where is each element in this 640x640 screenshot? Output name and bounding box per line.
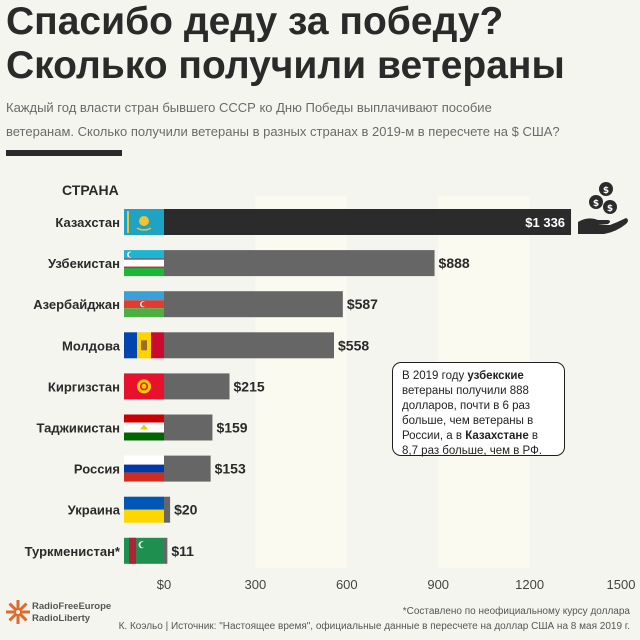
category-label: Узбекистан	[48, 256, 120, 271]
category-label: Казахстан	[55, 215, 120, 230]
bar-row: Киргизстан $215	[48, 373, 265, 400]
value-label: $215	[234, 378, 265, 394]
x-axis-ticks: $0 300 600 900 1200 1500	[157, 577, 636, 592]
category-label: Россия	[74, 462, 120, 477]
annotation-box: В 2019 году узбекские ветераны получили …	[392, 362, 565, 457]
subtitle-line-2: ветеранам. Сколько получили ветераны в р…	[6, 124, 560, 139]
value-label: $558	[338, 337, 369, 353]
flag-tm-icon	[124, 537, 164, 564]
rfe-logo: RadioFreeEurope RadioLiberty	[6, 598, 126, 634]
flag-kz-icon	[124, 209, 164, 235]
value-label: $11	[171, 543, 194, 559]
bar-row: Азербайджан $587	[33, 291, 378, 318]
svg-text:$: $	[607, 204, 613, 214]
value-label: $587	[347, 296, 378, 312]
value-label: $1 336	[525, 215, 565, 230]
value-label: $159	[216, 420, 247, 436]
bar	[164, 414, 213, 441]
page-title-line-2: Сколько получили ветераны	[6, 44, 565, 87]
category-label: Таджикистан	[37, 421, 120, 436]
category-axis-label: СТРАНА	[62, 182, 119, 198]
flag-uz-icon	[124, 250, 164, 277]
x-tick-label: 1500	[607, 577, 636, 592]
money-hand-icon: $ $ $	[578, 182, 628, 234]
category-label: Азербайджан	[33, 297, 120, 312]
bar-row: Украина $20	[68, 496, 198, 523]
value-label: $20	[174, 502, 198, 518]
subtitle-line-1: Каждый год власти стран бывшего СССР ко …	[6, 100, 492, 115]
logo-line-1: RadioFreeEurope	[32, 601, 112, 612]
x-tick-label: $0	[157, 577, 171, 592]
title-rule	[6, 150, 122, 156]
bar-row: Таджикистан $159	[37, 414, 248, 441]
footnote: *Составлено по неофициальному курсу долл…	[402, 606, 630, 617]
value-label: $153	[215, 461, 246, 477]
bar-row: Туркменистан* $11	[25, 537, 194, 564]
svg-text:$: $	[603, 186, 609, 196]
bar	[164, 537, 168, 564]
flag-tj-icon	[124, 414, 164, 441]
bar-chart: СТРАНА Казахстан $1 336 Узбекистан $888 Азер…	[25, 182, 636, 592]
flag-ru-icon	[124, 455, 164, 482]
bar	[164, 250, 435, 277]
category-label: Киргизстан	[48, 379, 120, 394]
bar-rows: Казахстан $1 336 Узбекистан $888 Азербайджан…	[25, 209, 572, 564]
flag-md-icon	[124, 332, 164, 359]
flag-az-icon	[124, 291, 164, 318]
bar	[164, 209, 572, 235]
bar	[164, 332, 335, 359]
logo-line-2: RadioLiberty	[32, 613, 91, 624]
bar-row: Молдова $558	[62, 332, 369, 359]
bar	[164, 291, 343, 318]
svg-text:$: $	[593, 199, 599, 209]
page-title-line-1: Спасибо деду за победу?	[6, 0, 504, 43]
category-label: Туркменистан*	[25, 544, 121, 559]
flag-ua-icon	[124, 496, 164, 523]
bar-row: Казахстан $1 336	[55, 209, 572, 235]
flag-kg-icon	[124, 373, 164, 400]
bar	[164, 373, 230, 400]
bar	[164, 496, 171, 523]
category-label: Украина	[68, 503, 121, 518]
value-label: $888	[439, 255, 470, 271]
credits: К. Коэльо | Источник: "Настоящее время",…	[118, 621, 630, 632]
bar	[164, 455, 211, 482]
x-tick-label: 300	[245, 577, 267, 592]
x-tick-label: 900	[427, 577, 449, 592]
rfe-logo-icon	[6, 600, 30, 624]
x-tick-label: 1200	[515, 577, 544, 592]
bar-row: Россия $153	[74, 455, 246, 482]
category-label: Молдова	[62, 338, 121, 353]
bar-row: Узбекистан $888	[48, 250, 470, 277]
x-tick-label: 600	[336, 577, 358, 592]
